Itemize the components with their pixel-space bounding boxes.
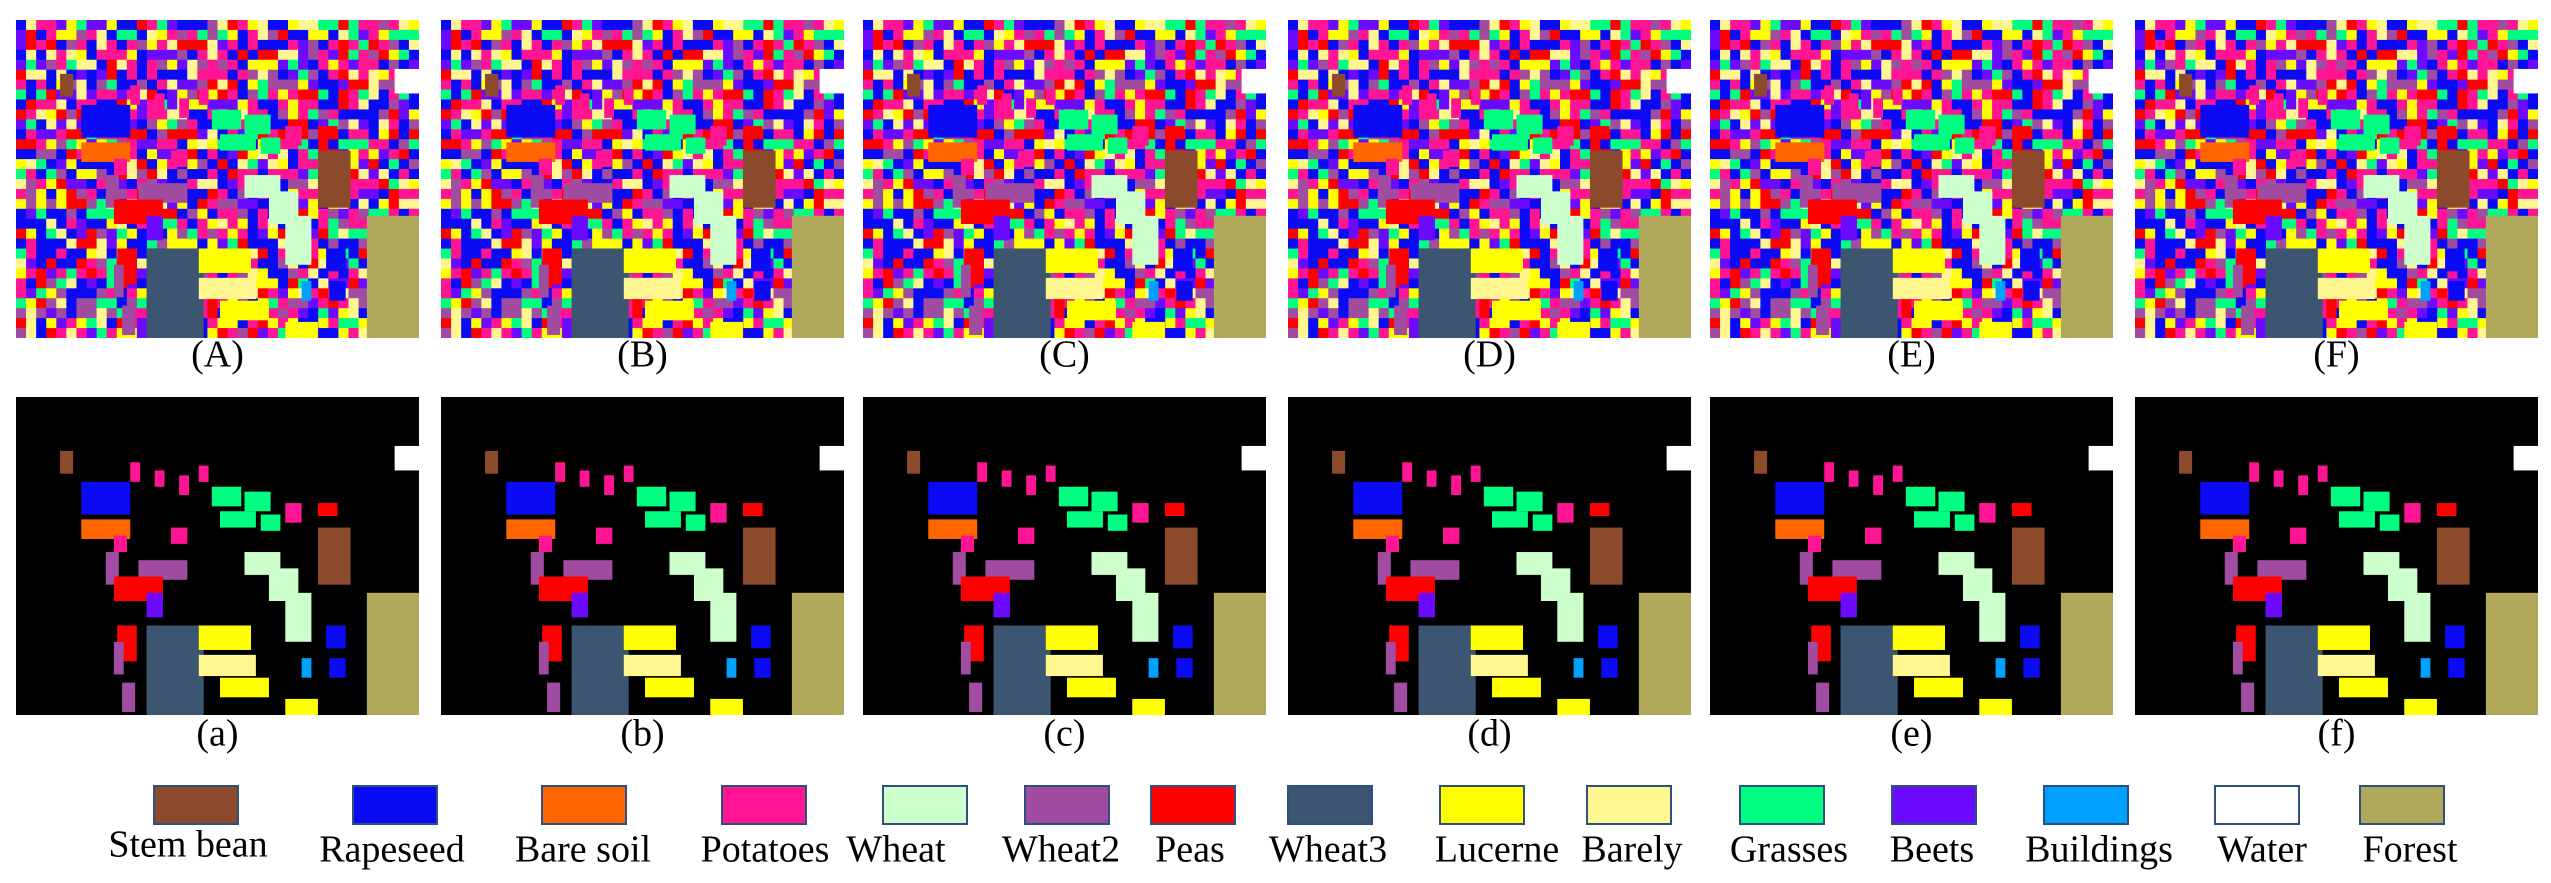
legend-label: Forest bbox=[2363, 829, 2458, 871]
classification-map bbox=[1288, 20, 1691, 338]
panel-label: (A) bbox=[191, 334, 244, 376]
ground-truth-map bbox=[441, 397, 844, 715]
classification-map bbox=[863, 20, 1266, 338]
legend-label: Barely bbox=[1581, 829, 1682, 871]
legend-label: Wheat2 bbox=[1002, 829, 1120, 871]
legend-swatch bbox=[1024, 785, 1110, 825]
ground-truth-map bbox=[16, 397, 419, 715]
classification-map bbox=[441, 20, 844, 338]
legend-label: Buildings bbox=[2025, 829, 2173, 871]
ground-truth-map bbox=[1288, 397, 1691, 715]
legend-label: Beets bbox=[1890, 829, 1974, 871]
legend-label: Water bbox=[2217, 829, 2307, 871]
legend-label: Stem bean bbox=[108, 824, 267, 866]
panel-label: (d) bbox=[1467, 713, 1511, 755]
legend-swatch bbox=[541, 785, 627, 825]
legend-swatch bbox=[2359, 785, 2445, 825]
legend-swatch bbox=[2043, 785, 2129, 825]
panel-label: (C) bbox=[1039, 334, 1090, 376]
legend-swatch bbox=[1586, 785, 1672, 825]
panel-label: (a) bbox=[196, 713, 238, 755]
legend-label: Peas bbox=[1155, 829, 1225, 871]
legend-swatch bbox=[2214, 785, 2300, 825]
ground-truth-map bbox=[863, 397, 1266, 715]
legend-label: Rapeseed bbox=[319, 829, 465, 871]
ground-truth-map bbox=[1710, 397, 2113, 715]
panel-label: (e) bbox=[1890, 713, 1932, 755]
panel-label: (f) bbox=[2318, 713, 2356, 755]
legend-label: Potatoes bbox=[701, 829, 830, 871]
panel-label: (D) bbox=[1463, 334, 1516, 376]
panel-label: (B) bbox=[617, 334, 668, 376]
legend-swatch bbox=[721, 785, 807, 825]
legend-label: Bare soil bbox=[515, 829, 651, 871]
legend-swatch bbox=[1739, 785, 1825, 825]
classification-map bbox=[16, 20, 419, 338]
legend-label: Wheat3 bbox=[1269, 829, 1387, 871]
classification-map bbox=[1710, 20, 2113, 338]
panel-label: (b) bbox=[620, 713, 664, 755]
legend-swatch bbox=[1150, 785, 1236, 825]
legend-swatch bbox=[352, 785, 438, 825]
panel-label: (c) bbox=[1043, 713, 1085, 755]
classification-map bbox=[2135, 20, 2538, 338]
legend-label: Wheat bbox=[846, 829, 946, 871]
legend-label: Lucerne bbox=[1435, 829, 1559, 871]
legend-swatch bbox=[1891, 785, 1977, 825]
legend-label: Grasses bbox=[1730, 829, 1848, 871]
ground-truth-map bbox=[2135, 397, 2538, 715]
legend-swatch bbox=[882, 785, 968, 825]
panel-label: (F) bbox=[2313, 334, 2359, 376]
panel-label: (E) bbox=[1887, 334, 1936, 376]
legend-swatch bbox=[153, 785, 239, 825]
legend-swatch bbox=[1439, 785, 1525, 825]
legend-swatch bbox=[1287, 785, 1373, 825]
